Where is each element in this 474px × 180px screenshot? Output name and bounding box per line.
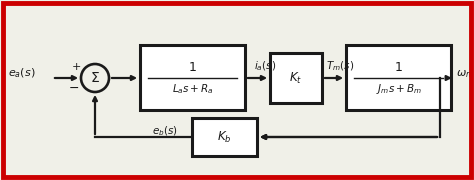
Bar bbox=[346, 45, 451, 110]
Bar bbox=[192, 118, 257, 156]
Text: $T_m(s)$: $T_m(s)$ bbox=[326, 59, 354, 73]
Text: $L_as+R_a$: $L_as+R_a$ bbox=[172, 83, 213, 96]
Text: $J_ms+B_m$: $J_ms+B_m$ bbox=[375, 82, 421, 96]
Text: $\Sigma$: $\Sigma$ bbox=[90, 71, 100, 85]
Text: $e_a(s)$: $e_a(s)$ bbox=[8, 66, 36, 80]
Text: $K_t$: $K_t$ bbox=[290, 70, 302, 85]
Text: $K_b$: $K_b$ bbox=[217, 129, 232, 145]
Bar bbox=[270, 53, 322, 103]
Text: $e_b(s)$: $e_b(s)$ bbox=[152, 124, 178, 138]
Text: $\omega_m(s)$: $\omega_m(s)$ bbox=[456, 66, 474, 80]
Text: 1: 1 bbox=[189, 61, 196, 74]
Bar bbox=[140, 45, 245, 110]
Text: $i_a(s)$: $i_a(s)$ bbox=[254, 59, 276, 73]
Text: −: − bbox=[69, 82, 79, 94]
Text: +: + bbox=[71, 62, 81, 72]
Text: 1: 1 bbox=[394, 61, 402, 74]
